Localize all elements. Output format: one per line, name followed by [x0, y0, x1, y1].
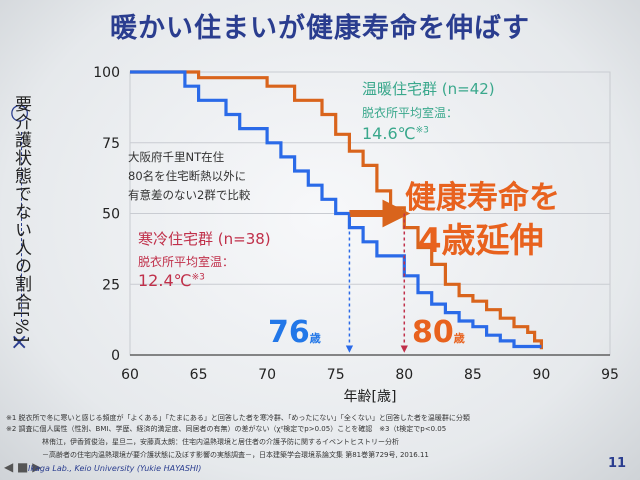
warm-age-value: 80 [412, 315, 454, 350]
warm-temp-value: 14.6℃ [362, 124, 416, 143]
warm-group-sub: 脱衣所平均室温： [362, 106, 459, 120]
citation: 林侑江，伊香賀俊治，星旦二，安藤真太朗：住宅内温熱環境と居住者の介護予防に関する… [42, 438, 399, 446]
study-note-line: 80名を住宅断熱以外に [128, 169, 247, 183]
x-tick-label: 65 [190, 367, 208, 383]
cold-series-line [130, 70, 542, 349]
cold-age-callout: 76歳 [268, 315, 321, 350]
cold-temp-mark: ※3 [191, 272, 205, 283]
warm-group-temp: 14.6℃※3 [362, 124, 429, 143]
x-tick-label: 80 [395, 367, 413, 383]
page-number: 11 [608, 456, 627, 471]
y-bottom-marker: × [10, 330, 29, 355]
footer-lab: Ikaga Lab., Keio University (Yukie HAYAS… [28, 464, 202, 473]
highlight-line-2: 4歳延伸 [418, 221, 544, 261]
y-tick-label: 50 [102, 207, 120, 223]
study-note-line: 大阪府千里NT在住 [128, 150, 225, 164]
footnote: ※1 脱衣所で冬に寒いと感じる頻度が「よくある」「たまにある」と回答した者を寒冷… [6, 414, 470, 422]
cold-group-temp: 12.4℃※3 [138, 271, 205, 290]
y-top-marker: ○ [10, 100, 30, 125]
x-axis-label: 年齢[歳] [344, 389, 397, 405]
warm-age-callout: 80歳 [412, 315, 465, 350]
citation: －高齢者の住宅内温熱環境が要介護状態に及ぼす影響の実態調査－，日本建築学会環境系… [42, 451, 429, 459]
warm-group-label: 温暖住宅群 (n=42) [362, 80, 495, 98]
y-direction-arrow [21, 132, 22, 322]
y-tick-label: 75 [102, 136, 120, 152]
cold-group-label: 寒冷住宅群 (n=38) [138, 230, 271, 248]
x-tick-label: 95 [601, 367, 619, 383]
study-note-line: 有意差のない2群で比較 [128, 188, 251, 202]
warm-series-line [130, 70, 543, 350]
y-tick-label: 25 [102, 277, 120, 293]
x-tick-label: 60 [121, 367, 139, 383]
x-tick-label: 90 [533, 367, 551, 383]
slide-title: 暖かい住まいが健康寿命を伸ばす [110, 13, 530, 44]
cold-temp-value: 12.4℃ [138, 271, 192, 290]
study-note: 大阪府千里NT在住 80名を住宅断熱以外に 有意差のない2群で比較 [128, 148, 316, 205]
cold-age-unit: 歳 [309, 332, 321, 345]
cold-age-value: 76 [268, 315, 310, 350]
x-tick-label: 85 [464, 367, 482, 383]
y-tick-label: 100 [93, 65, 120, 81]
slide-nav-icons[interactable]: ◀ ■ ▶ [4, 460, 42, 474]
y-axis-label: 要介護状態でない人の割合[%] [11, 95, 31, 344]
x-tick-label: 75 [327, 367, 345, 383]
cold-group-sub: 脱衣所平均室温： [138, 255, 235, 269]
y-tick-label: 0 [111, 348, 120, 364]
warm-temp-mark: ※3 [415, 125, 429, 136]
highlight-line-1: 健康寿命を [405, 180, 560, 216]
footnote: ※2 調査に個人属性（性別、BMI、学歴、経済的満足度、同居者の有無）の差がない… [6, 425, 447, 433]
warm-age-unit: 歳 [453, 332, 465, 345]
x-tick-label: 70 [258, 367, 276, 383]
